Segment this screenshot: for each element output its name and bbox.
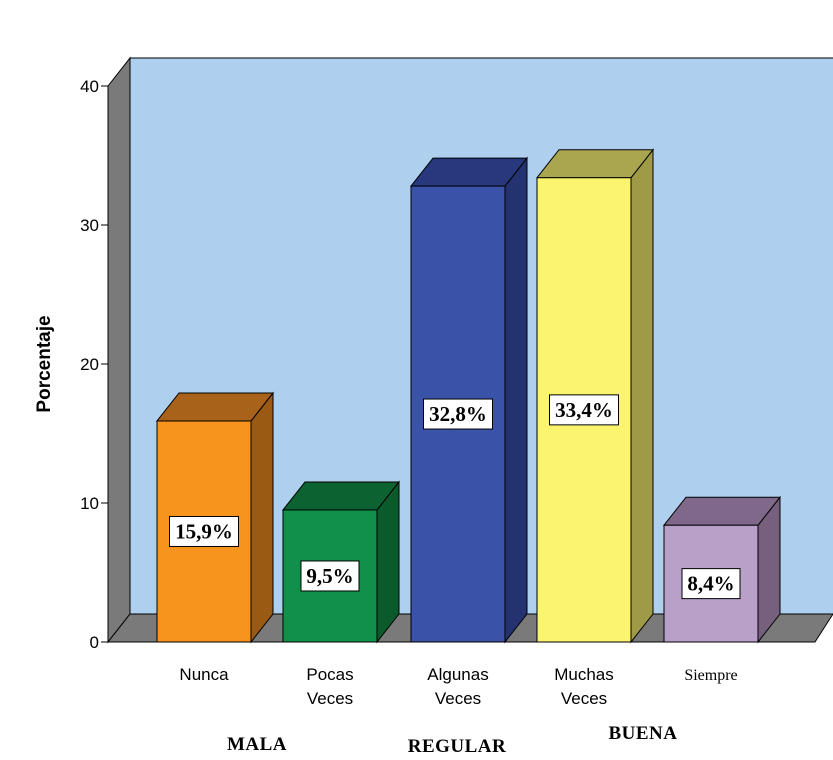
data-label: 15,9% [175, 519, 233, 543]
bar-side [630, 148, 654, 644]
bar-4: 33,4% [535, 148, 655, 644]
group-label: MALA [227, 734, 287, 755]
data-label: 33,4% [555, 398, 613, 422]
x-tick-label: Algunas Veces [427, 665, 488, 708]
x-tick-label: Siempre [684, 667, 737, 684]
x-tick-label: Muchas Veces [554, 665, 614, 708]
data-label-box [169, 515, 239, 547]
x-tick-label: Pocas Veces [306, 665, 353, 708]
data-label-box [300, 560, 360, 592]
y-tick-label: 30 [80, 216, 99, 235]
data-label-box [681, 568, 741, 600]
group-label: BUENA [608, 723, 677, 744]
y-tick-label: 0 [90, 633, 99, 652]
bar-1: 15,9% [155, 391, 275, 644]
side-wall [107, 56, 131, 644]
wall-outline [129, 57, 833, 614]
data-label: 32,8% [429, 402, 487, 426]
y-tick-label: 10 [80, 494, 99, 513]
group-label: REGULAR [408, 736, 507, 757]
bar-2: 9,5% [281, 480, 401, 644]
data-label-box [549, 394, 619, 426]
data-label: 8,4% [687, 572, 734, 596]
y-tick-label: 40 [80, 77, 99, 96]
bar-side [504, 156, 528, 644]
bar-5: 8,4% [662, 495, 782, 644]
y-axis-label: Porcentaje [34, 315, 55, 412]
data-label: 9,5% [306, 564, 353, 588]
data-label-box [423, 398, 493, 430]
bar-3: 32,8% [409, 156, 529, 644]
bar-side [250, 391, 274, 644]
x-tick-label: Nunca [179, 665, 229, 684]
y-tick-label: 20 [80, 355, 99, 374]
